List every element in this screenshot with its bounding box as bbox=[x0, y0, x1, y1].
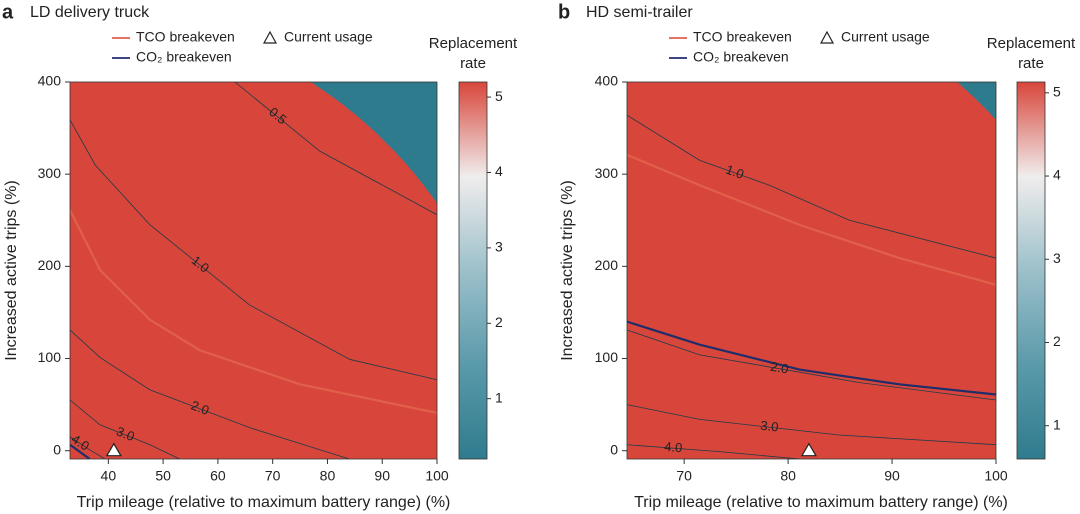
x-tick-label: 90 bbox=[884, 468, 900, 484]
colorbar-title-box: Replacement rate bbox=[986, 35, 1076, 72]
panel-title: HD semi-trailer bbox=[586, 4, 693, 21]
y-tick-label: 100 bbox=[38, 349, 62, 365]
plot-frame bbox=[626, 81, 997, 460]
colorbar-tick-label: 5 bbox=[1053, 84, 1061, 100]
x-axis-label: Trip mileage (relative to maximum batter… bbox=[77, 494, 451, 511]
colorbar-tick-label: 3 bbox=[1053, 250, 1061, 266]
breakeven-line bbox=[627, 153, 996, 286]
contour-line bbox=[70, 399, 180, 459]
legend-label: CO₂ breakeven bbox=[136, 49, 232, 65]
x-tick-label: 100 bbox=[984, 468, 1008, 484]
panel-title: LD delivery truck bbox=[30, 4, 150, 21]
contour-line bbox=[627, 329, 996, 401]
y-tick-label: 300 bbox=[595, 165, 619, 181]
contour-label: 2.0 bbox=[189, 398, 211, 418]
contour-fill bbox=[70, 82, 437, 459]
colorbar-tick-label: 4 bbox=[1053, 167, 1061, 183]
colorbar-tick-label: 1 bbox=[495, 389, 503, 405]
contour-label: 2.0 bbox=[769, 359, 789, 377]
y-tick-label: 200 bbox=[595, 257, 619, 273]
contour-label: 4.0 bbox=[664, 439, 683, 455]
legend-marker bbox=[262, 30, 278, 44]
contour-line bbox=[627, 444, 800, 459]
y-axis-label: Increased active trips (%) bbox=[559, 180, 576, 361]
y-tick-label: 100 bbox=[595, 349, 619, 365]
x-tick-label: 60 bbox=[210, 468, 226, 484]
legend-label: TCO breakeven bbox=[136, 29, 235, 45]
breakeven-line bbox=[70, 209, 437, 414]
panel-label: b bbox=[558, 1, 570, 23]
x-tick-label: 70 bbox=[676, 468, 692, 484]
y-tick-label: 0 bbox=[610, 441, 618, 457]
colorbar-tick-label: 3 bbox=[495, 239, 503, 255]
colorbar-title: Replacement rate bbox=[986, 35, 1076, 72]
legend-label: Current usage bbox=[841, 29, 930, 45]
contour-line bbox=[627, 404, 996, 446]
y-tick-label: 0 bbox=[53, 441, 61, 457]
breakeven-line bbox=[70, 443, 91, 459]
colorbar-tick-label: 5 bbox=[495, 88, 503, 104]
x-tick-label: 70 bbox=[265, 468, 281, 484]
x-tick-label: 40 bbox=[101, 468, 117, 484]
y-tick-label: 300 bbox=[38, 165, 62, 181]
current-usage-marker bbox=[800, 442, 817, 457]
contour-label: 3.0 bbox=[760, 418, 780, 435]
y-tick-label: 400 bbox=[595, 73, 619, 89]
breakeven-line bbox=[627, 320, 996, 396]
contour-fill bbox=[627, 82, 996, 459]
colorbar-title-box: Replacement rate bbox=[428, 35, 518, 72]
x-tick-label: 50 bbox=[155, 468, 171, 484]
x-tick-label: 80 bbox=[780, 468, 796, 484]
colorbar bbox=[1016, 81, 1046, 460]
colorbar-tick-label: 2 bbox=[1053, 333, 1061, 349]
y-tick-label: 200 bbox=[38, 257, 62, 273]
x-tick-label: 90 bbox=[374, 468, 390, 484]
panel-label: a bbox=[2, 1, 14, 23]
colorbar bbox=[458, 81, 488, 460]
legend-marker bbox=[819, 30, 835, 44]
y-tick-label: 400 bbox=[38, 73, 62, 89]
contour-line bbox=[234, 82, 437, 216]
x-tick-label: 80 bbox=[320, 468, 336, 484]
x-tick-label: 100 bbox=[425, 468, 449, 484]
x-axis-label: Trip mileage (relative to maximum batter… bbox=[634, 494, 1008, 511]
current-usage-marker bbox=[105, 442, 122, 457]
colorbar-tick-label: 1 bbox=[1053, 416, 1061, 432]
contour-line bbox=[70, 119, 437, 381]
legend-label: CO₂ breakeven bbox=[693, 49, 789, 65]
y-axis-label: Increased active trips (%) bbox=[3, 180, 20, 361]
plot-area bbox=[70, 82, 437, 459]
contour-line bbox=[70, 329, 350, 459]
contour-label: 3.0 bbox=[114, 424, 136, 445]
contour-label: 1.0 bbox=[724, 162, 746, 182]
plot-frame bbox=[69, 81, 438, 460]
colorbar-tick-label: 2 bbox=[495, 314, 503, 330]
contour-line bbox=[70, 436, 106, 459]
colorbar-title: Replacement rate bbox=[428, 35, 518, 72]
legend-label: TCO breakeven bbox=[693, 29, 792, 45]
contour-line bbox=[627, 114, 996, 259]
legend-label: Current usage bbox=[284, 29, 373, 45]
plot-area bbox=[627, 114, 996, 459]
colorbar-tick-label: 4 bbox=[495, 163, 503, 179]
